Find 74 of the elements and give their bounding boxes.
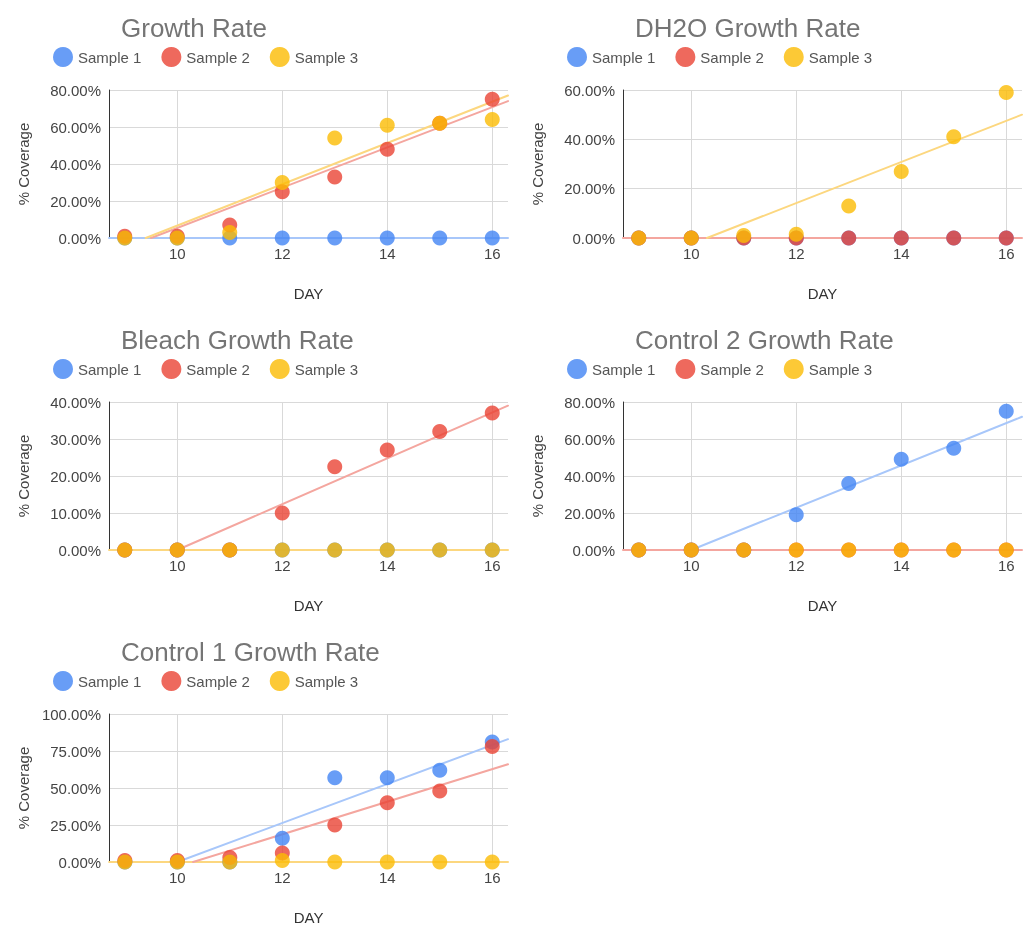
- legend-label: Sample 3: [294, 672, 359, 690]
- y-tick-label: 10.00%: [50, 504, 101, 522]
- x-tick-label: 10: [168, 245, 186, 262]
- y-tick-label: 80.00%: [564, 393, 615, 411]
- legend-label: Sample 1: [78, 360, 142, 378]
- x-tick-label: 14: [378, 245, 396, 262]
- legend-label: Sample 2: [700, 48, 764, 66]
- y-tick-label: 20.00%: [50, 467, 101, 485]
- y-tick-label: 60.00%: [564, 430, 615, 448]
- y-tick-label: 20.00%: [564, 180, 615, 198]
- x-tick-label: 14: [378, 869, 396, 886]
- x-tick-label: 10: [682, 557, 700, 574]
- y-tick-label: 0.00%: [58, 229, 101, 247]
- y-tick-label: 100.00%: [41, 705, 102, 723]
- x-tick-label: 14: [892, 557, 910, 574]
- y-tick-label: 20.00%: [50, 192, 101, 210]
- x-tick-label: 16: [997, 557, 1015, 574]
- y-tick-label: 40.00%: [50, 155, 101, 173]
- y-axis-title: % Coverage: [15, 746, 32, 830]
- x-tick-label: 14: [378, 557, 396, 574]
- x-tick-label: 14: [892, 245, 910, 262]
- y-tick-label: 50.00%: [50, 779, 102, 797]
- x-axis-title: DAY: [807, 597, 838, 614]
- x-tick-label: 10: [168, 557, 186, 574]
- chart-title: Bleach Growth Rate: [121, 325, 354, 355]
- chart-title: Control 1 Growth Rate: [121, 637, 380, 667]
- x-tick-label: 10: [169, 869, 186, 886]
- y-tick-label: 0.00%: [58, 541, 101, 559]
- legend-label: Sample 2: [186, 360, 250, 378]
- legend-label: Sample 1: [78, 672, 142, 690]
- y-tick-label: 60.00%: [50, 118, 101, 136]
- y-tick-label: 75.00%: [50, 742, 102, 760]
- legend-label: Sample 1: [78, 48, 142, 66]
- legend-label: Sample 2: [186, 672, 250, 690]
- x-tick-label: 12: [273, 869, 291, 886]
- y-tick-label: 0.00%: [58, 853, 102, 871]
- y-axis-title: % Coverage: [529, 434, 546, 518]
- x-tick-label: 16: [483, 245, 501, 262]
- legend-label: Sample 1: [592, 48, 656, 66]
- y-tick-label: 25.00%: [50, 816, 102, 834]
- y-tick-label: 60.00%: [564, 81, 615, 99]
- legend-label: Sample 3: [808, 48, 873, 66]
- y-tick-label: 30.00%: [50, 430, 101, 448]
- x-axis-title: DAY: [293, 597, 324, 614]
- chart-title: Growth Rate: [121, 13, 267, 43]
- y-tick-label: 40.00%: [564, 130, 615, 148]
- y-axis-title: % Coverage: [15, 122, 32, 206]
- x-axis-title: DAY: [807, 285, 838, 302]
- x-tick-label: 10: [682, 245, 700, 262]
- x-tick-label: 12: [273, 245, 291, 262]
- legend-label: Sample 2: [186, 48, 250, 66]
- chart-title: Control 2 Growth Rate: [635, 325, 894, 355]
- y-axis-title: % Coverage: [15, 434, 32, 518]
- x-axis-title: DAY: [293, 285, 324, 302]
- x-tick-label: 12: [787, 557, 805, 574]
- y-tick-label: 0.00%: [572, 229, 615, 247]
- y-tick-label: 80.00%: [50, 81, 101, 99]
- y-axis-title: % Coverage: [529, 122, 546, 206]
- x-tick-label: 16: [997, 245, 1015, 262]
- x-tick-label: 12: [787, 245, 805, 262]
- legend-label: Sample 2: [700, 360, 764, 378]
- x-tick-label: 12: [273, 557, 291, 574]
- y-tick-label: 40.00%: [564, 467, 615, 485]
- legend-label: Sample 3: [294, 360, 359, 378]
- x-axis-title: DAY: [293, 909, 324, 926]
- y-tick-label: 0.00%: [572, 541, 615, 559]
- y-tick-label: 40.00%: [50, 393, 101, 411]
- y-tick-label: 20.00%: [564, 504, 615, 522]
- x-tick-label: 16: [483, 869, 501, 886]
- chart-title: DH2O Growth Rate: [635, 13, 861, 43]
- legend-label: Sample 3: [294, 48, 359, 66]
- x-tick-label: 16: [483, 557, 501, 574]
- legend-label: Sample 1: [592, 360, 656, 378]
- legend-label: Sample 3: [808, 360, 873, 378]
